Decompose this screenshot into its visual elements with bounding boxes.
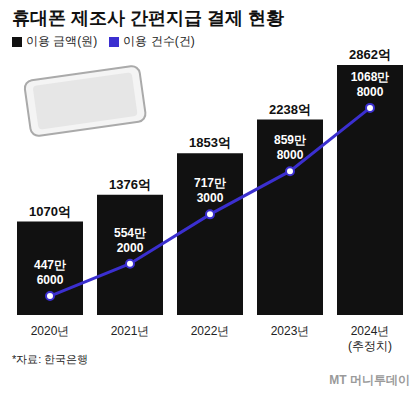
svg-text:2023년: 2023년 [271, 324, 310, 338]
svg-text:1070억: 1070억 [29, 204, 71, 219]
svg-text:2020년: 2020년 [31, 324, 70, 338]
svg-text:2862억: 2862억 [349, 47, 391, 62]
svg-text:2238억: 2238억 [269, 102, 311, 117]
html-text:이용 금액(원): 이용 금액(원) [26, 34, 98, 48]
svg-text:2024년(추정치): 2024년(추정치) [348, 324, 392, 353]
svg-text:859만8000: 859만8000 [274, 133, 306, 162]
html-text:휴대폰 제조사 간편지급 결제 현황: 휴대폰 제조사 간편지급 결제 현황 [12, 8, 284, 28]
svg-text:717만3000: 717만3000 [194, 176, 226, 205]
html-text:*자료: 한국은행: *자료: 한국은행 [12, 353, 89, 365]
svg-text:1068만8000: 1068만8000 [351, 70, 390, 99]
svg-text:447만6000: 447만6000 [34, 258, 66, 287]
svg-text:554만2000: 554만2000 [114, 226, 146, 255]
svg-text:1853억: 1853억 [189, 135, 231, 150]
html-text:이용 건수(건): 이용 건수(건) [123, 34, 195, 48]
svg-text:2021년: 2021년 [111, 324, 150, 338]
svg-text:1376억: 1376억 [109, 177, 151, 192]
svg-text:2022년: 2022년 [191, 324, 230, 338]
html-text:MT 머니투데이: MT 머니투데이 [329, 373, 410, 387]
